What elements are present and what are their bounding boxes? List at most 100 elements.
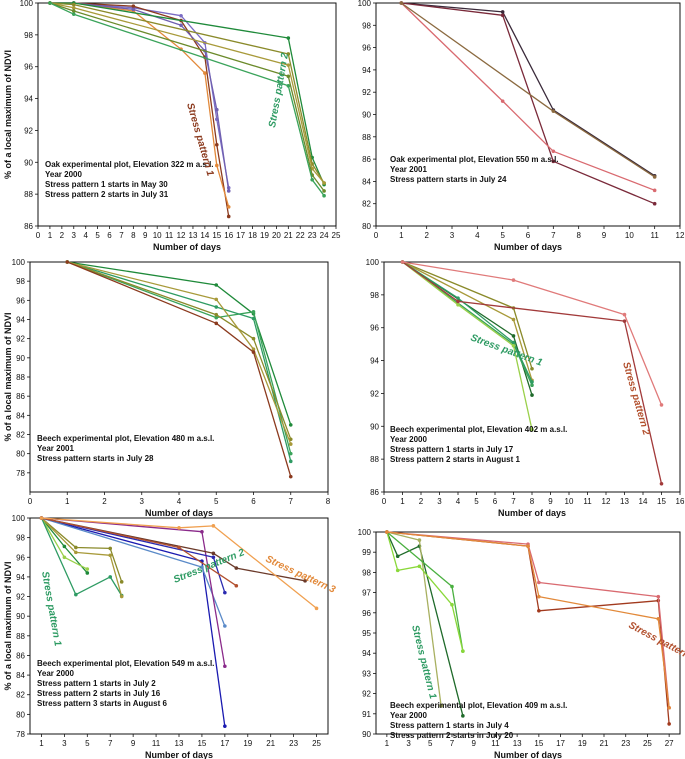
- x-tick-label: 4: [177, 497, 182, 506]
- series-point: [511, 317, 516, 322]
- x-tick-label: 9: [131, 739, 136, 748]
- series-point: [74, 550, 78, 555]
- series-point: [530, 380, 534, 384]
- y-tick-label: 84: [362, 177, 371, 186]
- y-tick-label: 80: [16, 710, 25, 719]
- x-tick-label: 16: [224, 231, 233, 240]
- y-tick-label: 94: [16, 316, 25, 325]
- series-point: [288, 423, 293, 427]
- series-point: [74, 545, 78, 550]
- series-point: [214, 283, 219, 287]
- annotation-line: Stress pattern 2 starts in July 31: [45, 190, 169, 199]
- series-point: [500, 13, 505, 18]
- y-tick-label: 98: [362, 568, 371, 577]
- annotation-line: Stress pattern 1 starts in July 17: [390, 445, 514, 454]
- chart-panel-5: 1 3 5 7 9 11 13 15 17 19 21 23 257880828486889092949…: [3, 514, 337, 759]
- series-point: [500, 10, 505, 14]
- series-point: [551, 109, 556, 113]
- series-point: [215, 142, 219, 147]
- y-tick-label: 80: [16, 450, 25, 459]
- x-tick-label: 19: [578, 739, 587, 748]
- x-tick-label: 9: [471, 739, 476, 748]
- series-point: [286, 52, 291, 56]
- x-tick-label: 7: [108, 739, 113, 748]
- y-tick-label: 82: [16, 431, 25, 440]
- annotation-line: Year 2001: [37, 444, 74, 453]
- series-point: [211, 555, 216, 560]
- x-tick-label: 17: [236, 231, 245, 240]
- annotation-line: Beech experimental plot, Elevation 409 m…: [390, 701, 567, 710]
- x-tick-label: 24: [320, 231, 329, 240]
- series-point: [119, 594, 124, 599]
- x-tick-label: 18: [248, 231, 257, 240]
- x-tick-label: 5: [500, 231, 505, 240]
- y-tick-label: 88: [16, 373, 25, 382]
- x-tick-label: 21: [600, 739, 609, 748]
- y-tick-label: 84: [16, 671, 25, 680]
- series-point: [214, 321, 219, 326]
- y-tick-label: 100: [366, 258, 380, 267]
- chart-panel-1: 0 1 2 3 4 5 6 7 8 9 10 11 12 13 14 15 16 17 18 19 20 21 22 23 24…: [3, 0, 341, 252]
- y-tick-label: 86: [24, 222, 33, 231]
- y-tick-label: 92: [362, 88, 371, 97]
- annotation-line: Year 2000: [390, 435, 427, 444]
- series-point: [652, 188, 657, 193]
- x-tick-label: 13: [513, 739, 522, 748]
- x-tick-label: 6: [251, 497, 256, 506]
- series-point: [622, 319, 627, 323]
- series-point: [286, 36, 291, 40]
- annotation-line: Stress pattern 1 starts in July 2: [37, 679, 156, 688]
- series-point: [71, 12, 76, 16]
- x-tick-label: 14: [200, 231, 209, 240]
- x-tick-label: 10: [625, 231, 634, 240]
- series-point: [85, 571, 90, 575]
- series-point: [179, 23, 183, 28]
- x-tick-label: 23: [289, 739, 298, 748]
- series-line-2: [67, 261, 292, 454]
- annotation-line: Year 2000: [45, 170, 82, 179]
- series-line-4: [41, 517, 123, 583]
- series-line-1: [67, 261, 292, 426]
- series-point: [203, 71, 207, 75]
- x-tick-label: 23: [621, 739, 630, 748]
- x-tick-label: 8: [131, 231, 136, 240]
- series-line-6: [67, 261, 292, 477]
- series-point: [537, 608, 541, 613]
- series-point: [511, 343, 516, 348]
- y-axis-label: % of a local maximum of NDVI: [3, 561, 13, 690]
- series-point: [288, 442, 293, 446]
- x-axis-label: Number of days: [145, 508, 213, 518]
- series-line-6: [402, 261, 533, 430]
- series-point: [537, 594, 541, 599]
- y-tick-label: 100: [358, 528, 372, 537]
- x-tick-label: 17: [556, 739, 565, 748]
- x-tick-label: 21: [284, 231, 293, 240]
- series-point: [322, 189, 326, 193]
- series-point: [108, 575, 113, 579]
- x-tick-label: 2: [60, 231, 65, 240]
- series-line-1: [401, 2, 656, 177]
- y-tick-label: 91: [362, 710, 371, 719]
- series-point: [214, 297, 219, 302]
- x-tick-label: 0: [374, 231, 379, 240]
- series-line-2: [401, 2, 655, 205]
- series-line-1: [386, 531, 464, 716]
- series-point: [303, 579, 307, 583]
- y-tick-label: 96: [370, 324, 379, 333]
- y-tick-label: 98: [16, 277, 25, 286]
- series-point: [223, 590, 227, 595]
- series-point: [310, 178, 314, 182]
- x-tick-label: 12: [602, 497, 611, 506]
- series-point: [214, 305, 219, 309]
- x-tick-label: 12: [177, 231, 186, 240]
- series-point: [511, 278, 516, 282]
- annotation-line: Beech experimental plot, Elevation 402 m…: [390, 425, 567, 434]
- y-tick-label: 86: [370, 488, 379, 497]
- annotation-line: Stress pattern 1 starts in May 30: [45, 180, 168, 189]
- series-point: [131, 4, 136, 8]
- x-tick-label: 11: [152, 739, 161, 748]
- x-tick-label: 5: [428, 739, 433, 748]
- x-tick-label: 3: [437, 497, 442, 506]
- x-tick-label: 2: [419, 497, 424, 506]
- x-tick-label: 5: [95, 231, 100, 240]
